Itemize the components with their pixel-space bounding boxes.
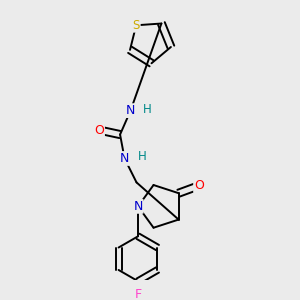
Text: F: F (134, 288, 142, 300)
Text: N: N (126, 104, 135, 117)
Text: O: O (94, 124, 104, 136)
Text: S: S (133, 19, 140, 32)
Text: N: N (120, 152, 129, 165)
Text: N: N (133, 200, 143, 213)
Text: H: H (137, 151, 146, 164)
Text: O: O (194, 179, 204, 192)
Text: H: H (142, 103, 152, 116)
